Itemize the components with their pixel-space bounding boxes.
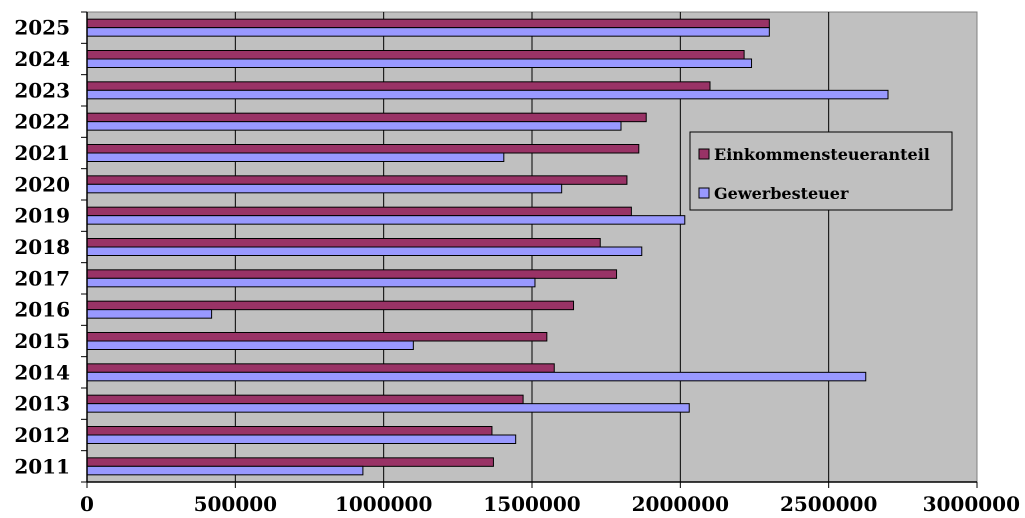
bar-einkommensteueranteil-2025 <box>86 18 770 29</box>
x-tick-label-0: 0 <box>80 492 94 516</box>
legend-label-gewerbesteuer: Gewerbesteuer <box>714 184 849 203</box>
category-label-2025: 2025 <box>14 16 70 40</box>
bar-gewerbesteuer-2015 <box>86 340 414 350</box>
x-tick-label-2000000: 2000000 <box>632 492 729 516</box>
category-label-2011: 2011 <box>14 454 70 478</box>
category-label-2012: 2012 <box>14 423 70 447</box>
legend-swatch-gewerbesteuer <box>698 187 710 199</box>
bar-gewerbesteuer-2025 <box>86 27 770 37</box>
legend: Einkommensteueranteil Gewerbesteuer <box>689 131 953 211</box>
x-tick-label-1500000: 1500000 <box>483 492 580 516</box>
bar-gewerbesteuer-2024 <box>86 58 753 68</box>
category-label-2024: 2024 <box>14 47 70 71</box>
bar-gewerbesteuer-2016 <box>86 309 213 319</box>
bar-einkommensteueranteil-2012 <box>86 426 493 436</box>
bar-einkommensteueranteil-2014 <box>86 363 555 373</box>
bar-gewerbesteuer-2023 <box>86 89 889 100</box>
category-label-2017: 2017 <box>14 266 70 290</box>
legend-swatch-einkommensteueranteil <box>698 148 710 160</box>
category-label-2020: 2020 <box>14 172 70 196</box>
category-label-2021: 2021 <box>14 141 70 165</box>
bar-einkommensteueranteil-2019 <box>86 206 632 217</box>
bar-gewerbesteuer-2022 <box>86 121 622 131</box>
bar-gewerbesteuer-2013 <box>86 403 690 413</box>
bar-einkommensteueranteil-2013 <box>86 394 524 405</box>
category-label-2015: 2015 <box>14 329 70 353</box>
bar-gewerbesteuer-2011 <box>86 465 364 476</box>
x-tick-label-3000000: 3000000 <box>923 492 1020 516</box>
bar-einkommensteueranteil-2022 <box>86 112 647 123</box>
x-tick-label-500000: 500000 <box>194 492 278 516</box>
axes <box>81 11 978 488</box>
x-tick-label-1000000: 1000000 <box>335 492 432 516</box>
bar-einkommensteueranteil-2018 <box>86 238 601 248</box>
bar-gewerbesteuer-2021 <box>86 152 505 162</box>
legend-label-einkommensteueranteil: Einkommensteueranteil <box>714 145 930 164</box>
category-label-2013: 2013 <box>14 392 70 416</box>
bar-einkommensteueranteil-2024 <box>86 50 745 60</box>
category-label-2022: 2022 <box>14 110 70 134</box>
bar-einkommensteueranteil-2023 <box>86 81 711 91</box>
bar-einkommensteueranteil-2011 <box>86 457 494 467</box>
category-labels: 2011 2012 2013 2014 2015 2016 2017 2018 2019 2020… <box>14 16 70 479</box>
bar-gewerbesteuer-2020 <box>86 183 563 194</box>
bar-gewerbesteuer-2012 <box>86 434 517 444</box>
category-label-2014: 2014 <box>14 360 70 384</box>
bars <box>86 18 889 476</box>
category-label-2016: 2016 <box>14 298 70 322</box>
bar-gewerbesteuer-2019 <box>86 215 686 225</box>
x-tick-label-2500000: 2500000 <box>780 492 877 516</box>
bar-einkommensteueranteil-2020 <box>86 175 628 185</box>
legend-box <box>689 131 953 211</box>
bar-einkommensteueranteil-2017 <box>86 269 618 279</box>
bar-einkommensteueranteil-2021 <box>86 144 640 154</box>
category-label-2018: 2018 <box>14 235 70 259</box>
bar-gewerbesteuer-2017 <box>86 277 536 288</box>
bar-gewerbesteuer-2014 <box>86 371 867 382</box>
value-tick-labels: 0 500000 1000000 1500000 2000000 2500000 30000… <box>80 492 1020 516</box>
bar-einkommensteueranteil-2016 <box>86 300 575 311</box>
category-label-2019: 2019 <box>14 204 70 228</box>
category-label-2023: 2023 <box>14 78 70 102</box>
bar-gewerbesteuer-2018 <box>86 246 643 256</box>
bar-einkommensteueranteil-2015 <box>86 332 548 342</box>
